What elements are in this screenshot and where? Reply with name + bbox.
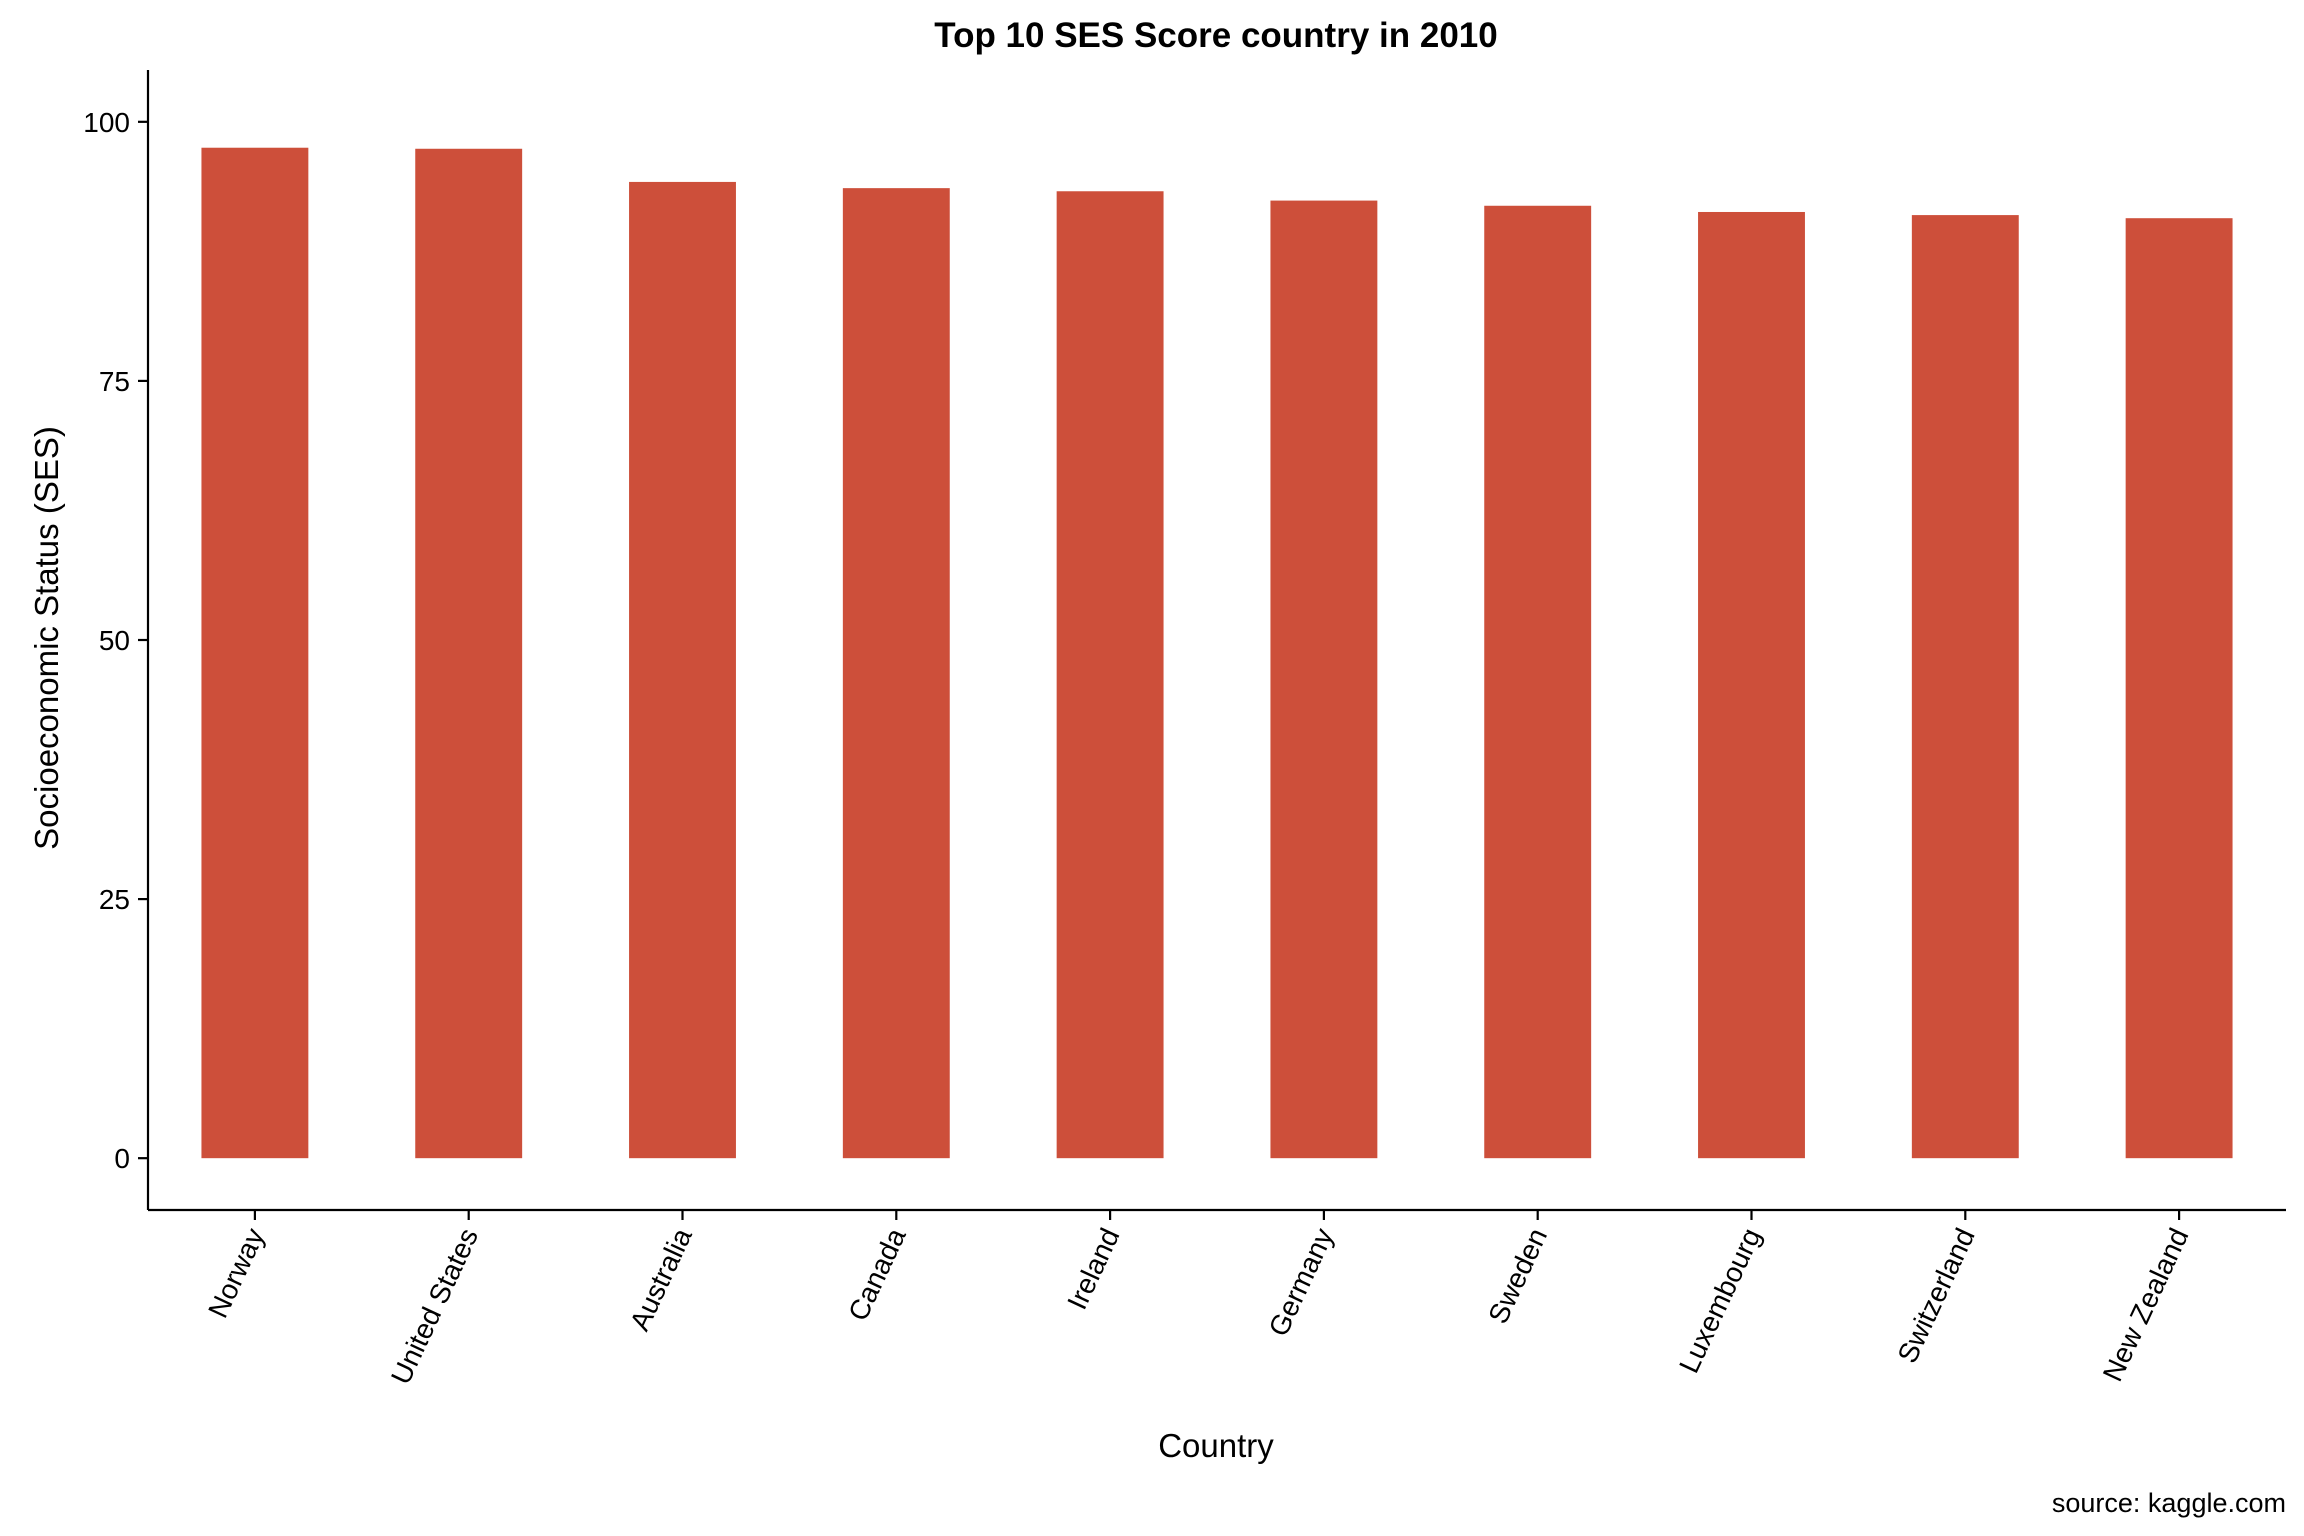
bar-sweden <box>1484 205 1592 1159</box>
x-tick-label: Canada <box>842 1223 912 1325</box>
y-tick-label: 50 <box>99 625 130 656</box>
x-tick-label: Norway <box>202 1223 270 1322</box>
bars-group <box>201 147 2233 1159</box>
bar-united-states <box>415 148 523 1159</box>
x-axis-title: Country <box>1158 1427 1274 1464</box>
y-axis-title: Socioeconomic Status (SES) <box>28 426 65 850</box>
y-tick-label: 100 <box>83 107 130 138</box>
x-tick-label: New Zealand <box>2097 1223 2195 1386</box>
y-axis: 0 25 50 75 100 <box>83 70 150 1210</box>
bar-luxembourg <box>1698 211 1805 1159</box>
bar-norway <box>201 147 309 1159</box>
x-tick-label: United States <box>385 1223 484 1388</box>
x-tick-label: Ireland <box>1061 1223 1125 1314</box>
bar-switzerland <box>1911 215 2019 1159</box>
bar-ireland <box>1056 191 1164 1159</box>
x-tick-label: Sweden <box>1482 1223 1553 1328</box>
chart-title: Top 10 SES Score country in 2010 <box>934 16 1497 55</box>
bar-australia <box>629 181 736 1159</box>
x-tick-label: Germany <box>1263 1223 1340 1340</box>
y-tick-label: 75 <box>99 366 130 397</box>
y-tick-label: 25 <box>99 884 130 915</box>
x-tick-label: Luxembourg <box>1673 1223 1767 1377</box>
x-axis: Norway United States Australia Canada Irelan… <box>148 1208 2286 1389</box>
bar-canada <box>842 188 950 1159</box>
bar-germany <box>1270 200 1378 1159</box>
y-tick-label: 0 <box>114 1143 130 1174</box>
x-tick-label: Australia <box>624 1223 698 1335</box>
x-tick-label: Switzerland <box>1891 1223 1980 1367</box>
source-caption: source: kaggle.com <box>2052 1488 2286 1518</box>
bar-new-zealand <box>2125 218 2233 1159</box>
